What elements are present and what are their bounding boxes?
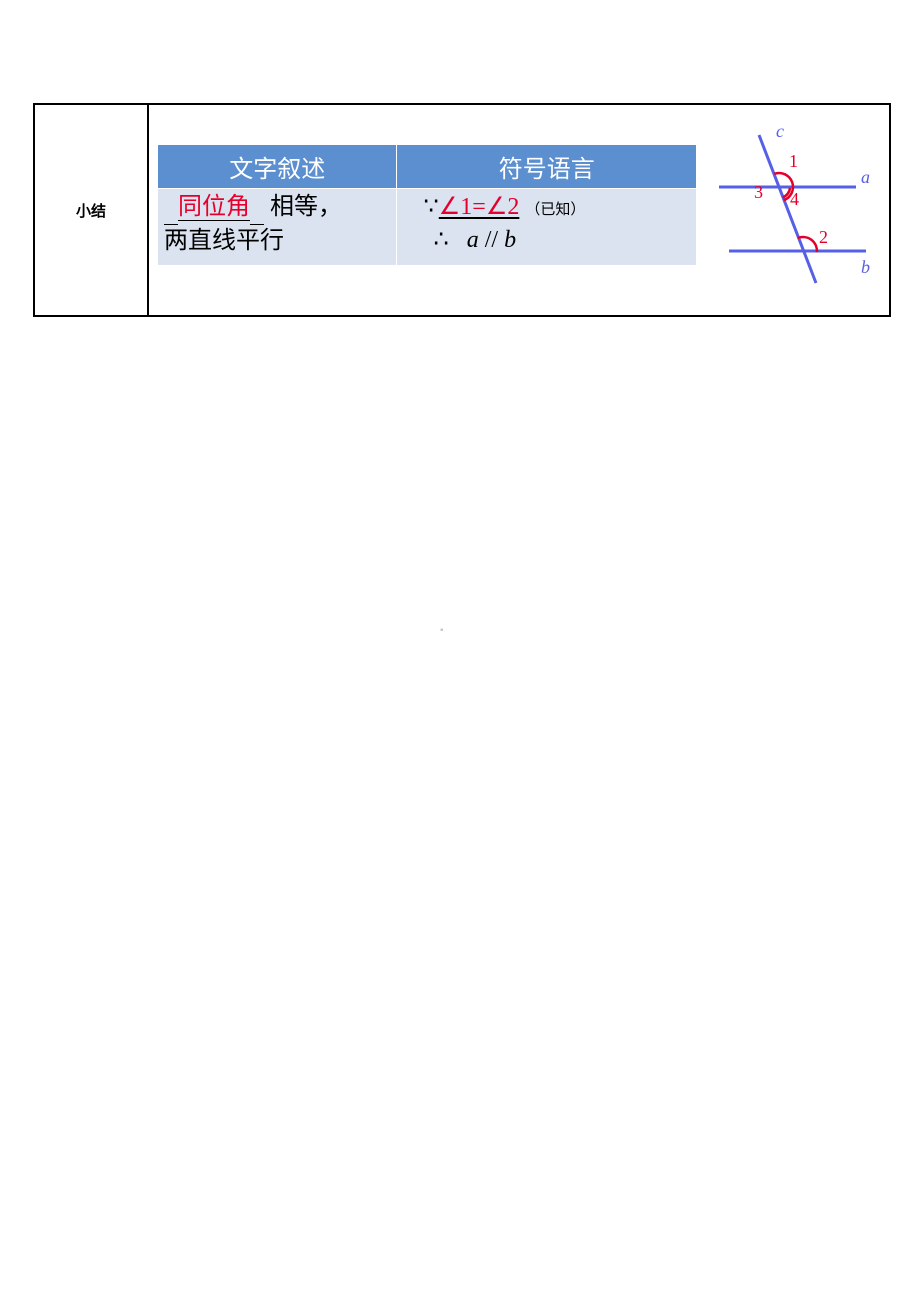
svg-text:b: b bbox=[861, 257, 870, 277]
svg-text:a: a bbox=[861, 167, 870, 187]
cell-text-description: 同位角 相等， 两直线平行 bbox=[158, 189, 397, 266]
inner-table: 文字叙述 符号语言 同位角 相等， 两直线平行 ∵∠1=∠2 （已知） bbox=[157, 144, 697, 266]
header-col1: 文字叙述 bbox=[158, 145, 397, 189]
because-symbol: ∵ bbox=[423, 194, 438, 220]
known-note: （已知） bbox=[525, 202, 585, 218]
equation: ∠1=∠2 bbox=[439, 194, 520, 220]
var-b: b bbox=[504, 227, 516, 253]
cell-symbol-language: ∵∠1=∠2 （已知） ∴ a // b bbox=[397, 189, 697, 266]
summary-table: 小结 文字叙述 符号语言 同位角 相等， 两直线平行 bbox=[33, 103, 891, 317]
symbol-line2: ∴ a // b bbox=[403, 224, 690, 256]
line2-text: 两直线平行 bbox=[164, 228, 284, 254]
therefore-symbol: ∴ bbox=[433, 227, 448, 253]
label-text: 小结 bbox=[76, 204, 106, 220]
header-col2: 符号语言 bbox=[397, 145, 697, 189]
parallel-symbol: // bbox=[479, 227, 504, 253]
after-term: 相等， bbox=[264, 194, 342, 220]
symbol-line1: ∵∠1=∠2 （已知） bbox=[403, 191, 690, 223]
svg-text:3: 3 bbox=[754, 182, 763, 202]
content-cell: 文字叙述 符号语言 同位角 相等， 两直线平行 ∵∠1=∠2 （已知） bbox=[148, 104, 890, 316]
svg-text:1: 1 bbox=[789, 151, 798, 171]
svg-text:2: 2 bbox=[819, 227, 828, 247]
angle-diagram: a b c1 3 42 bbox=[701, 125, 881, 285]
page-marker: ▪ bbox=[440, 625, 444, 636]
row-label: 小结 bbox=[34, 104, 148, 316]
term-text: 同位角 bbox=[178, 194, 250, 221]
svg-text:4: 4 bbox=[790, 189, 799, 209]
var-a: a bbox=[467, 227, 479, 253]
svg-text:c: c bbox=[776, 125, 784, 141]
content-wrap: 文字叙述 符号语言 同位角 相等， 两直线平行 ∵∠1=∠2 （已知） bbox=[157, 125, 881, 285]
